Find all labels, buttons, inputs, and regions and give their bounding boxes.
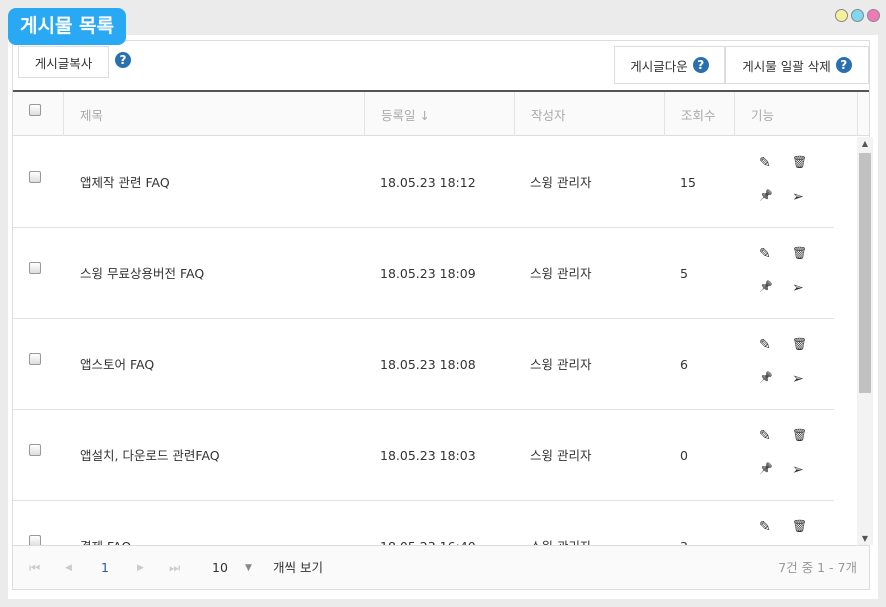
post-author: 스윙 관리자 xyxy=(530,175,592,190)
post-author: 스윙 관리자 xyxy=(530,448,592,463)
pagination: ⏮ ◀ 1 ▶ ⏭ 10 ▼ 개씩 보기 7건 중 1 - 7개 xyxy=(13,545,869,589)
table-header: 제목 등록일 ↓ 작성자 조회수 기능 xyxy=(13,90,869,136)
pin-icon[interactable]: 📌 xyxy=(759,371,773,384)
send-icon[interactable]: ➢ xyxy=(792,371,804,387)
header-title[interactable]: 제목 xyxy=(64,92,365,136)
panel: 게시글복사 ? 게시글다운? 게시물 일괄 삭제? 제목 등록일 ↓ 작성자 조… xyxy=(8,35,878,599)
page-size-caret-icon[interactable]: ▼ xyxy=(245,563,252,573)
row-checkbox[interactable] xyxy=(29,444,41,456)
post-title[interactable]: 스윙 무료상용버전 FAQ xyxy=(80,266,205,281)
edit-icon[interactable]: ✎ xyxy=(759,246,771,262)
download-label: 게시글다운 xyxy=(630,58,688,74)
header-author[interactable]: 작성자 xyxy=(515,92,665,136)
table-row[interactable]: 앱제작 관련 FAQ 18.05.23 18:12 스윙 관리자 15 ✎ 🗑 … xyxy=(13,137,834,228)
page-size-label: 개씩 보기 xyxy=(273,560,323,575)
pin-icon[interactable]: 📌 xyxy=(759,280,773,293)
maximize-dot[interactable] xyxy=(851,9,864,22)
row-checkbox-cell xyxy=(29,410,41,501)
row-checkbox[interactable] xyxy=(29,535,41,545)
page-title: 게시물 목록 xyxy=(8,8,127,45)
scroll-down-arrow[interactable]: ▼ xyxy=(861,534,869,543)
edit-icon[interactable]: ✎ xyxy=(759,519,771,535)
table-row[interactable]: 앱설치, 다운로드 관련FAQ 18.05.23 18:03 스윙 관리자 0 … xyxy=(13,410,834,501)
trash-icon[interactable]: 🗑 xyxy=(792,246,808,260)
row-checkbox-cell xyxy=(29,319,41,410)
trash-icon[interactable]: 🗑 xyxy=(792,337,808,351)
scroll-thumb[interactable] xyxy=(859,153,871,393)
edit-icon[interactable]: ✎ xyxy=(759,155,771,171)
post-date: 18.05.23 18:08 xyxy=(380,357,476,372)
post-views: 6 xyxy=(680,357,688,372)
row-checkbox[interactable] xyxy=(29,171,41,183)
send-icon[interactable]: ➢ xyxy=(792,462,804,478)
result-summary: 7건 중 1 - 7개 xyxy=(778,560,857,575)
post-date: 18.05.23 18:03 xyxy=(380,448,476,463)
send-icon[interactable]: ➢ xyxy=(792,280,804,296)
post-views: 5 xyxy=(680,266,688,281)
row-checkbox[interactable] xyxy=(29,262,41,274)
post-views: 15 xyxy=(680,175,696,190)
trash-icon[interactable]: 🗑 xyxy=(792,155,808,169)
close-dot[interactable] xyxy=(867,9,880,22)
edit-icon[interactable]: ✎ xyxy=(759,337,771,353)
row-checkbox-cell xyxy=(29,501,41,545)
bulk-delete-button[interactable]: 게시물 일괄 삭제? xyxy=(725,46,869,84)
row-checkbox[interactable] xyxy=(29,353,41,365)
help-icon[interactable]: ? xyxy=(115,52,131,68)
table-row[interactable]: 결제 FAQ 18.05.23 16:40 스윙 관리자 3 ✎ 🗑 📌 ➢ xyxy=(13,501,834,545)
copy-label: 게시글복사 xyxy=(34,55,93,71)
help-icon: ? xyxy=(692,57,709,73)
pin-icon[interactable]: 📌 xyxy=(759,189,773,202)
post-author: 스윙 관리자 xyxy=(530,357,592,372)
post-author: 스윙 관리자 xyxy=(530,266,592,281)
send-icon[interactable]: ➢ xyxy=(792,189,804,205)
download-posts-button[interactable]: 게시글다운? xyxy=(614,46,725,84)
first-page-button[interactable]: ⏮ xyxy=(29,560,41,575)
post-date: 18.05.23 18:12 xyxy=(380,175,476,190)
header-views[interactable]: 조회수 xyxy=(665,92,735,136)
minimize-dot[interactable] xyxy=(835,9,848,22)
header-date[interactable]: 등록일 ↓ xyxy=(365,92,515,136)
table-row[interactable]: 스윙 무료상용버전 FAQ 18.05.23 18:09 스윙 관리자 5 ✎ … xyxy=(13,228,834,319)
header-actions: 기능 xyxy=(735,92,858,136)
prev-page-button[interactable]: ◀ xyxy=(65,563,72,573)
page-size-select[interactable]: 10 xyxy=(212,560,228,575)
window-controls xyxy=(835,9,880,22)
table-row[interactable]: 앱스토어 FAQ 18.05.23 18:08 스윙 관리자 6 ✎ 🗑 📌 ➢ xyxy=(13,319,834,410)
row-checkbox-cell xyxy=(29,228,41,319)
trash-icon[interactable]: 🗑 xyxy=(792,428,808,442)
post-views: 3 xyxy=(680,501,688,545)
post-title[interactable]: 앱설치, 다운로드 관련FAQ xyxy=(80,448,220,463)
post-date: 18.05.23 18:09 xyxy=(380,266,476,281)
select-all-cell xyxy=(13,92,64,136)
select-all-checkbox[interactable] xyxy=(29,104,41,116)
post-date: 18.05.23 16:40 xyxy=(380,501,476,545)
post-title[interactable]: 앱제작 관련 FAQ xyxy=(80,175,170,190)
bulk-delete-label: 게시물 일괄 삭제 xyxy=(742,58,831,74)
post-title[interactable]: 앱스토어 FAQ xyxy=(80,357,155,372)
edit-icon[interactable]: ✎ xyxy=(759,428,771,444)
scrollbar[interactable]: ▲ ▼ xyxy=(857,137,873,545)
trash-icon[interactable]: 🗑 xyxy=(792,519,808,533)
post-author: 스윙 관리자 xyxy=(530,501,591,545)
row-checkbox-cell xyxy=(29,137,41,228)
board-list: 게시글복사 ? 게시글다운? 게시물 일괄 삭제? 제목 등록일 ↓ 작성자 조… xyxy=(12,40,873,590)
next-page-button[interactable]: ▶ xyxy=(137,563,144,573)
table-body: 앱제작 관련 FAQ 18.05.23 18:12 스윙 관리자 15 ✎ 🗑 … xyxy=(13,137,857,545)
help-icon: ? xyxy=(835,57,852,73)
post-title[interactable]: 결제 FAQ xyxy=(80,501,131,545)
current-page[interactable]: 1 xyxy=(101,560,109,575)
scroll-up-arrow[interactable]: ▲ xyxy=(861,139,869,148)
last-page-button[interactable]: ⏭ xyxy=(169,560,181,575)
pin-icon[interactable]: 📌 xyxy=(759,462,773,475)
post-views: 0 xyxy=(680,448,688,463)
copy-posts-button[interactable]: 게시글복사 xyxy=(18,46,109,78)
